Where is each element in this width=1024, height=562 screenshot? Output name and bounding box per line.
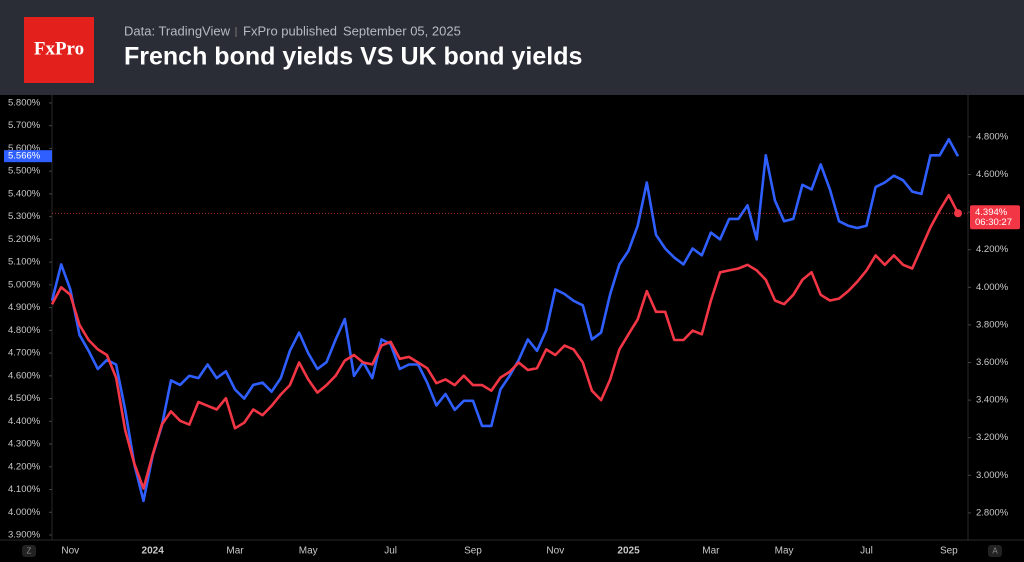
x-tick-label: May (775, 546, 794, 557)
x-tick-label: Nov (61, 546, 79, 557)
publisher: FxPro published (243, 23, 337, 38)
x-tick-label: Jul (860, 546, 873, 557)
series-line (50, 138, 960, 503)
y-tick-label: 5.600% (8, 143, 41, 154)
y-tick-label: 5.800% (8, 97, 41, 108)
y-tick-label: 5.000% (8, 279, 41, 290)
last-value-label: 5.566% (8, 151, 41, 162)
x-tick-label: Jul (384, 546, 397, 557)
x-tick-label: Nov (546, 546, 564, 557)
x-tick-label: Sep (464, 546, 482, 557)
y-tick-label: 5.700% (8, 120, 41, 131)
y-tick-label: 5.100% (8, 257, 41, 268)
y2-tick-label: 4.800% (976, 131, 1009, 142)
y-tick-label: 3.900% (8, 530, 41, 541)
a-button-label[interactable]: A (992, 547, 998, 556)
a-button[interactable] (988, 545, 1002, 557)
y-tick-label: 4.500% (8, 393, 41, 404)
y-tick-label: 4.000% (8, 507, 41, 518)
last-value-dot (954, 209, 962, 218)
x-tick-label: 2025 (617, 546, 640, 557)
z-button[interactable] (22, 545, 36, 557)
y-tick-label: 4.600% (8, 370, 41, 381)
y-tick-label: 5.200% (8, 234, 41, 245)
logo: FxPro (34, 38, 84, 59)
source: Data: TradingView (124, 23, 231, 38)
y2-tick-label: 3.600% (976, 357, 1009, 368)
y-tick-label: 4.300% (8, 439, 41, 450)
y-tick-label: 4.400% (8, 416, 41, 427)
y-tick-label: 4.200% (8, 461, 41, 472)
y2-tick-label: 3.000% (976, 470, 1009, 481)
last-value-label: 4.394% (975, 207, 1008, 218)
logo-box (24, 17, 94, 83)
y-tick-label: 4.700% (8, 348, 41, 359)
y-tick-label: 4.800% (8, 325, 41, 336)
y2-tick-label: 2.800% (976, 507, 1009, 518)
y2-tick-label: 3.400% (976, 395, 1009, 406)
x-tick-label: Mar (226, 546, 244, 557)
series-line (50, 193, 960, 490)
y2-tick-label: 4.600% (976, 169, 1009, 180)
y-tick-label: 5.400% (8, 188, 41, 199)
y-tick-label: 5.300% (8, 211, 41, 222)
x-tick-label: Mar (702, 546, 720, 557)
y-tick-label: 4.100% (8, 484, 41, 495)
y2-tick-label: 4.000% (976, 282, 1009, 293)
x-tick-label: 2024 (142, 546, 165, 557)
countdown: 06:30:27 (975, 217, 1012, 228)
last-value-box (4, 150, 52, 163)
y-tick-label: 5.500% (8, 166, 41, 177)
y-tick-label: 4.900% (8, 302, 41, 313)
header-bg (0, 0, 1024, 95)
x-tick-label: May (299, 546, 318, 557)
y2-tick-label: 3.200% (976, 432, 1009, 443)
last-value-box (970, 205, 1020, 230)
date: September 05, 2025 (343, 23, 461, 38)
y2-tick-label: 4.200% (976, 244, 1009, 255)
y2-tick-label: 3.800% (976, 319, 1009, 330)
chart-title: French bond yields VS UK bond yields (124, 43, 582, 71)
x-tick-label: Sep (940, 546, 958, 557)
z-button-label[interactable]: Z (27, 547, 32, 556)
